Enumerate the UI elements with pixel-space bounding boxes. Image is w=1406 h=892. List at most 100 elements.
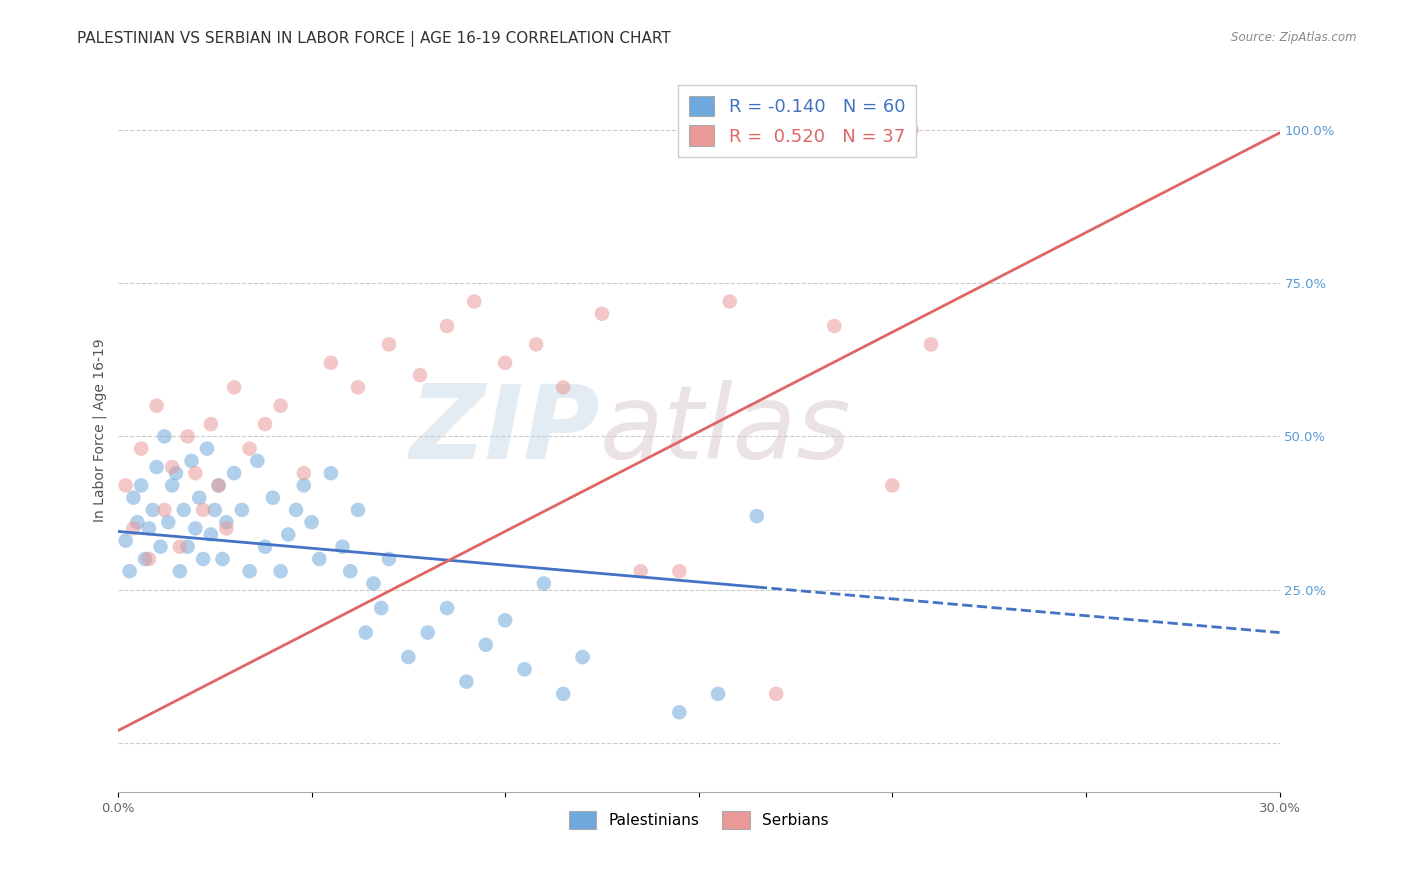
Point xyxy=(456,674,478,689)
Point xyxy=(200,417,222,431)
Point xyxy=(114,478,136,492)
Point xyxy=(173,503,195,517)
Point xyxy=(436,318,458,333)
Point xyxy=(347,380,370,394)
Point xyxy=(138,552,160,566)
Point xyxy=(191,503,214,517)
Legend: Palestinians, Serbians: Palestinians, Serbians xyxy=(562,805,835,835)
Point xyxy=(129,478,152,492)
Point xyxy=(254,417,277,431)
Point xyxy=(145,460,167,475)
Point xyxy=(160,478,183,492)
Point xyxy=(114,533,136,548)
Point xyxy=(524,337,547,351)
Point xyxy=(533,576,555,591)
Point xyxy=(378,337,401,351)
Point xyxy=(134,552,156,566)
Point xyxy=(169,564,191,578)
Point xyxy=(301,515,323,529)
Point xyxy=(153,429,176,443)
Point xyxy=(416,625,439,640)
Point xyxy=(122,491,145,505)
Point xyxy=(270,564,292,578)
Point xyxy=(745,509,768,524)
Text: atlas: atlas xyxy=(600,380,852,480)
Point xyxy=(239,564,262,578)
Point xyxy=(138,521,160,535)
Point xyxy=(224,466,246,480)
Point xyxy=(176,540,198,554)
Point xyxy=(354,625,377,640)
Point xyxy=(122,521,145,535)
Point xyxy=(882,478,904,492)
Point xyxy=(195,442,218,456)
Point xyxy=(308,552,330,566)
Point xyxy=(231,503,253,517)
Point xyxy=(591,307,613,321)
Point xyxy=(292,466,315,480)
Point xyxy=(494,613,516,627)
Point xyxy=(262,491,284,505)
Point xyxy=(494,356,516,370)
Point xyxy=(188,491,211,505)
Point xyxy=(571,650,593,665)
Point xyxy=(207,478,229,492)
Point xyxy=(339,564,361,578)
Point xyxy=(409,368,432,382)
Point xyxy=(149,540,172,554)
Point xyxy=(246,454,269,468)
Point xyxy=(129,442,152,456)
Point xyxy=(118,564,141,578)
Point xyxy=(332,540,354,554)
Point xyxy=(718,294,741,309)
Point xyxy=(180,454,202,468)
Text: Source: ZipAtlas.com: Source: ZipAtlas.com xyxy=(1232,31,1357,45)
Point xyxy=(157,515,180,529)
Point xyxy=(347,503,370,517)
Point xyxy=(363,576,385,591)
Y-axis label: In Labor Force | Age 16-19: In Labor Force | Age 16-19 xyxy=(93,338,107,522)
Text: PALESTINIAN VS SERBIAN IN LABOR FORCE | AGE 16-19 CORRELATION CHART: PALESTINIAN VS SERBIAN IN LABOR FORCE | … xyxy=(77,31,671,47)
Point xyxy=(160,460,183,475)
Point xyxy=(145,399,167,413)
Point xyxy=(254,540,277,554)
Point xyxy=(513,662,536,676)
Point xyxy=(920,337,942,351)
Point xyxy=(191,552,214,566)
Point xyxy=(370,601,392,615)
Point xyxy=(176,429,198,443)
Text: ZIP: ZIP xyxy=(409,380,600,481)
Point xyxy=(553,687,575,701)
Point xyxy=(165,466,187,480)
Point xyxy=(823,318,845,333)
Point xyxy=(200,527,222,541)
Point xyxy=(319,356,342,370)
Point xyxy=(668,705,690,719)
Point xyxy=(184,521,207,535)
Point xyxy=(270,399,292,413)
Point xyxy=(277,527,299,541)
Point xyxy=(396,650,419,665)
Point xyxy=(207,478,229,492)
Point xyxy=(292,478,315,492)
Point xyxy=(630,564,652,578)
Point xyxy=(184,466,207,480)
Point xyxy=(707,687,730,701)
Point xyxy=(224,380,246,394)
Point xyxy=(475,638,498,652)
Point xyxy=(378,552,401,566)
Point xyxy=(215,515,238,529)
Point xyxy=(127,515,149,529)
Point xyxy=(553,380,575,394)
Point xyxy=(463,294,485,309)
Point xyxy=(142,503,165,517)
Point xyxy=(169,540,191,554)
Point xyxy=(211,552,233,566)
Point xyxy=(900,123,922,137)
Point xyxy=(765,687,787,701)
Point xyxy=(285,503,308,517)
Point xyxy=(204,503,226,517)
Point xyxy=(319,466,342,480)
Point xyxy=(239,442,262,456)
Point xyxy=(153,503,176,517)
